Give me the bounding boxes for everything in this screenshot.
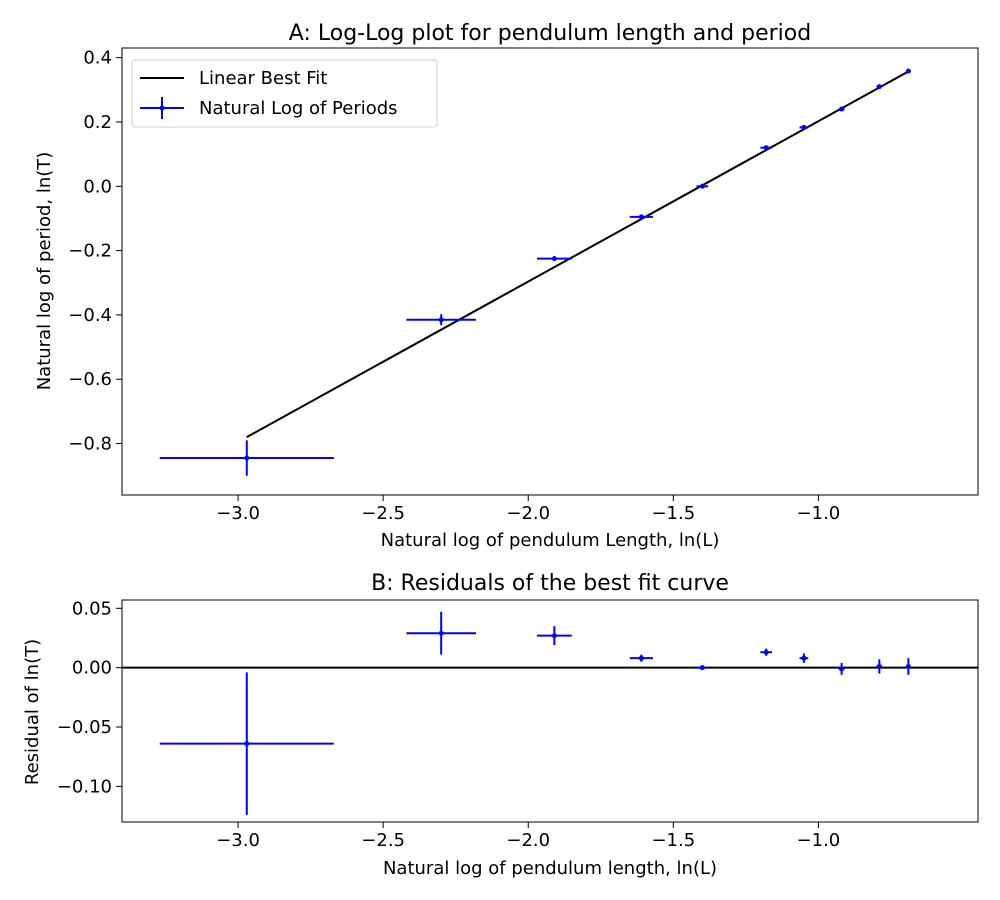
data-point [760, 145, 772, 151]
x-tick-label: −1.0 [797, 503, 841, 524]
x-tick-label: −1.5 [651, 503, 695, 524]
point-marker [551, 633, 557, 639]
chart-a-title: A: Log-Log plot for pendulum length and … [289, 21, 811, 46]
point-marker [244, 455, 250, 461]
data-point [159, 672, 334, 815]
data-point [876, 659, 883, 674]
chart-a-ylabel: Natural log of period, ln(T) [34, 152, 55, 391]
data-point [629, 214, 654, 220]
x-tick-label: −2.0 [506, 830, 550, 851]
y-tick-label: 0.4 [83, 48, 112, 69]
x-tick-label: −3.0 [216, 503, 260, 524]
point-marker [905, 663, 911, 669]
y-tick-label: −0.2 [68, 241, 112, 262]
chart-b-marks [122, 611, 978, 815]
y-tick-label: 0.2 [83, 112, 112, 133]
point-marker [839, 106, 845, 112]
y-tick-label: 0.05 [72, 598, 112, 619]
chart-a-frame [121, 47, 979, 496]
data-point [696, 183, 709, 189]
point-marker [638, 214, 644, 220]
point-marker [763, 649, 769, 655]
data-point [629, 654, 654, 662]
point-marker [876, 84, 882, 90]
chart-b-title: B: Residuals of the best fit curve [371, 571, 729, 596]
legend-fit-label: Linear Best Fit [199, 68, 327, 89]
data-point [876, 84, 883, 90]
x-tick-label: −1.5 [651, 830, 695, 851]
data-point [838, 662, 845, 675]
legend-errorbar-swatch-dot [159, 105, 165, 111]
point-marker [839, 666, 845, 672]
chart-b-xlabel: Natural log of pendulum length, ln(L) [383, 858, 717, 879]
legend-box [131, 59, 438, 128]
legend-points-label: Natural Log of Periods [199, 98, 398, 119]
point-marker [699, 665, 705, 671]
point-marker [763, 145, 769, 151]
chart-a-xlabel: Natural log of pendulum Length, ln(L) [381, 530, 720, 551]
chart-b: B: Residuals of the best fit curve −3.0−… [22, 571, 979, 879]
y-tick-label: 0.00 [72, 658, 112, 679]
chart-a-marks [159, 68, 911, 476]
chart-a: A: Log-Log plot for pendulum length and … [34, 21, 979, 551]
point-marker [438, 630, 444, 636]
chart-a-legend: Linear Best Fit Natural Log of Periods [131, 59, 438, 128]
point-marker [699, 183, 705, 189]
x-tick-label: −2.5 [361, 830, 405, 851]
data-point [406, 611, 477, 655]
data-point [159, 440, 334, 476]
data-point [760, 648, 772, 656]
x-tick-label: −2.5 [361, 503, 405, 524]
x-tick-label: −1.0 [797, 830, 841, 851]
y-tick-label: 0.0 [83, 176, 112, 197]
data-point [406, 314, 477, 326]
chart-b-ticks: −3.0 −2.5 −2.0 −1.5 −1.0 −0.10 −0.05 0.00 0.05 [57, 598, 840, 851]
data-point [696, 665, 709, 671]
y-tick-label: −0.6 [68, 369, 112, 390]
point-marker [801, 655, 807, 661]
point-marker [438, 317, 444, 323]
y-tick-label: −0.05 [57, 717, 112, 738]
point-marker [905, 68, 911, 74]
x-tick-label: −3.0 [216, 830, 260, 851]
point-marker [638, 655, 644, 661]
data-point [536, 626, 572, 646]
x-tick-label: −2.0 [506, 503, 550, 524]
point-marker [551, 256, 557, 262]
chart-a-ticks: −3.0 −2.5 −2.0 −1.5 −1.0 −0.8 −0.6 −0.4 −0.2 0.0 0… [68, 48, 840, 524]
y-tick-label: −0.4 [68, 305, 112, 326]
chart-b-ylabel: Residual of ln(T) [22, 639, 43, 785]
point-marker [244, 741, 250, 747]
data-point [536, 256, 572, 262]
data-point [799, 653, 809, 663]
chart-b-frame [121, 599, 979, 823]
point-marker [801, 124, 807, 130]
data-point [838, 106, 845, 112]
y-tick-label: −0.8 [68, 434, 112, 455]
data-point [905, 68, 911, 74]
y-tick-label: −0.10 [57, 776, 112, 797]
data-point [905, 658, 911, 675]
data-point [799, 124, 809, 130]
point-marker [876, 663, 882, 669]
best-fit-line [246, 70, 909, 438]
